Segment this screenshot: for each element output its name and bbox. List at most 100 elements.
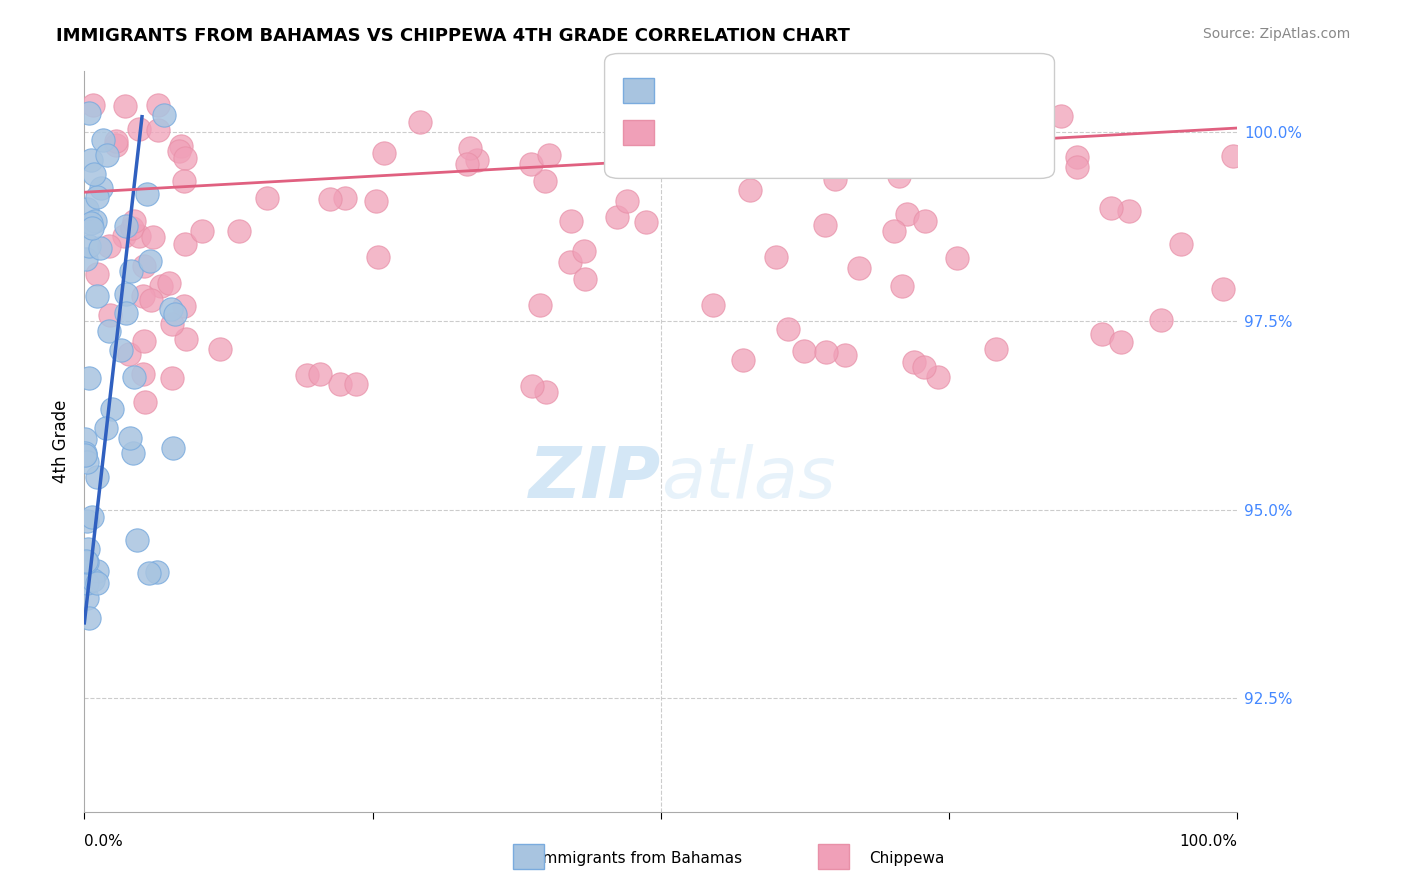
Point: [721, 156, 744, 170]
Point: [76, 514, 98, 528]
Point: [634, 215, 657, 229]
Point: [1099, 201, 1122, 215]
Point: [79, 216, 101, 230]
Point: [733, 352, 755, 367]
Text: 100.0%: 100.0%: [1180, 834, 1237, 849]
Point: [89, 241, 111, 255]
Point: [134, 394, 156, 409]
Point: [132, 368, 155, 382]
Point: [814, 345, 837, 359]
Point: [730, 137, 752, 152]
Y-axis label: 4th Grade: 4th Grade: [52, 400, 70, 483]
Point: [560, 254, 582, 268]
Point: [903, 355, 925, 369]
Text: IMMIGRANTS FROM BAHAMAS VS CHIPPEWA 4TH GRADE CORRELATION CHART: IMMIGRANTS FROM BAHAMAS VS CHIPPEWA 4TH …: [56, 27, 851, 45]
Point: [73, 432, 96, 446]
Point: [82, 574, 104, 588]
Point: [104, 137, 127, 152]
Point: [75, 448, 97, 462]
Point: [813, 219, 835, 233]
Point: [1091, 326, 1114, 341]
Point: [845, 157, 868, 171]
Point: [121, 446, 143, 460]
Point: [98, 324, 121, 338]
Point: [776, 322, 799, 336]
Point: [1109, 334, 1132, 349]
Point: [114, 99, 136, 113]
Point: [373, 145, 395, 160]
Point: [96, 148, 118, 162]
Point: [152, 108, 174, 122]
Point: [75, 252, 97, 266]
Point: [883, 224, 905, 238]
Point: [1170, 237, 1192, 252]
Point: [132, 288, 155, 302]
Point: [295, 368, 318, 383]
Point: [1212, 282, 1234, 296]
Text: 0.0%: 0.0%: [84, 834, 124, 849]
Point: [986, 119, 1008, 133]
Point: [98, 308, 121, 322]
Point: [1050, 109, 1073, 123]
Point: [917, 136, 939, 150]
Point: [76, 591, 98, 606]
Point: [702, 298, 724, 312]
Point: [616, 194, 638, 208]
Point: [364, 194, 387, 208]
Point: [633, 132, 655, 146]
Point: [986, 342, 1008, 356]
Text: Source: ZipAtlas.com: Source: ZipAtlas.com: [1202, 27, 1350, 41]
Point: [139, 293, 162, 307]
Point: [170, 139, 193, 153]
Point: [86, 576, 108, 591]
Point: [115, 306, 138, 320]
Point: [329, 377, 352, 392]
Point: [176, 332, 198, 346]
Point: [76, 202, 98, 217]
Point: [1222, 149, 1244, 163]
Point: [110, 343, 132, 357]
Point: [520, 379, 543, 393]
Point: [191, 224, 214, 238]
Point: [112, 228, 135, 243]
Point: [120, 264, 142, 278]
Point: [845, 154, 868, 169]
Point: [162, 442, 184, 456]
Point: [738, 183, 761, 197]
Point: [319, 192, 342, 206]
Point: [173, 151, 195, 165]
Point: [146, 565, 169, 579]
Point: [344, 376, 367, 391]
Point: [94, 420, 117, 434]
Point: [1066, 161, 1088, 175]
Point: [256, 191, 278, 205]
Point: [792, 343, 814, 358]
Point: [409, 115, 432, 129]
Text: Immigrants from Bahamas: Immigrants from Bahamas: [537, 851, 742, 865]
Point: [86, 470, 108, 484]
Point: [644, 105, 666, 120]
Point: [136, 186, 159, 201]
Text: ZIP: ZIP: [529, 444, 661, 513]
Point: [77, 610, 100, 624]
Point: [560, 214, 582, 228]
Point: [914, 360, 936, 375]
Point: [1150, 313, 1173, 327]
Point: [75, 554, 97, 568]
Point: [520, 157, 543, 171]
Point: [914, 213, 936, 227]
Point: [132, 260, 155, 274]
Point: [76, 541, 98, 556]
Point: [86, 190, 108, 204]
Point: [86, 267, 108, 281]
Point: [122, 370, 145, 384]
Point: [79, 106, 101, 120]
Point: [121, 221, 143, 235]
Point: [574, 272, 596, 286]
Point: [86, 564, 108, 578]
Point: [533, 173, 555, 187]
Point: [773, 101, 796, 115]
Point: [73, 445, 96, 459]
Text: Chippewa: Chippewa: [869, 851, 945, 865]
Point: [616, 85, 638, 99]
